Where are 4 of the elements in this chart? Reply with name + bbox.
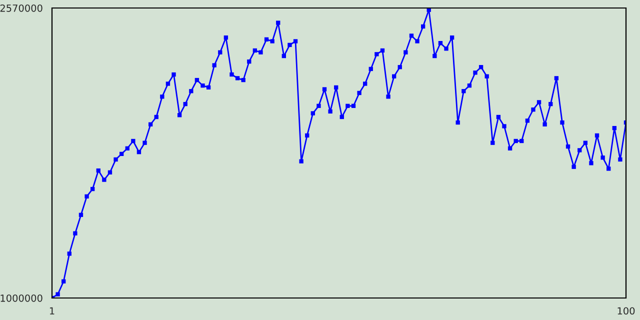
y-tick-label: 1000000 <box>0 294 42 302</box>
y-tick-label: 2570000 <box>0 4 42 12</box>
x-tick-label: 100 <box>618 307 635 315</box>
x-tick-label: 1 <box>50 307 54 314</box>
